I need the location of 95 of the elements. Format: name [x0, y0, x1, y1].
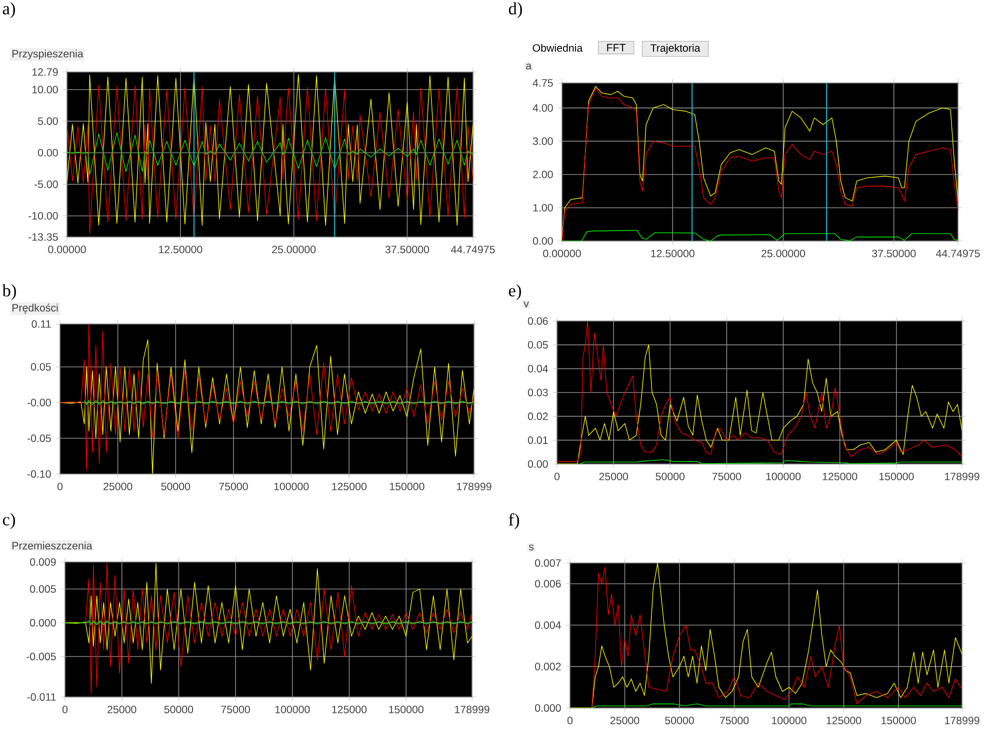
y-tick-label: -5.00: [34, 180, 58, 188]
y-tick-label: 4.00: [532, 104, 553, 112]
y-tick-label: 0.00: [38, 148, 58, 157]
chart-title: e): [508, 284, 521, 300]
y-tick-label: -0.10: [27, 470, 51, 478]
text: FFT: [607, 44, 626, 52]
y-tick-label: 0.00: [528, 460, 548, 468]
y-tick-label: 0.02: [528, 412, 548, 420]
y-tick-label: 2.00: [533, 170, 553, 178]
x-tick-label: 75000: [221, 706, 250, 714]
chart-title: a): [2, 2, 15, 18]
y-tick-label: 3.00: [532, 137, 553, 145]
y-axis-title: a: [526, 64, 532, 70]
y-tick-label: 0.002: [535, 662, 561, 670]
x-tick-label: 178999: [455, 706, 490, 714]
x-tick-label: 12.50000: [158, 246, 202, 254]
x-tick-label: 0.00000: [543, 250, 581, 258]
y-tick-label: 0.000: [535, 704, 561, 712]
x-tick-label: 25000: [610, 716, 640, 724]
x-tick-label: 75000: [712, 472, 742, 480]
x-tick-label: 150000: [390, 482, 424, 490]
y-tick-label: -0.005: [26, 652, 56, 660]
x-tick-label: 25.00000: [272, 246, 316, 254]
x-tick-label: 50000: [161, 482, 190, 490]
x-tick-label: 150000: [879, 472, 914, 480]
y-tick-label: 0.01: [528, 436, 548, 444]
x-tick-label: 44.74975: [451, 246, 495, 254]
x-tick-label: 25000: [104, 482, 132, 490]
y-tick-label: 0.05: [528, 341, 548, 349]
y-tick-label: 12.79: [32, 68, 58, 76]
y-axis-title: Przyspieszenia: [12, 50, 84, 60]
y-tick-label: 0.006: [535, 580, 561, 588]
x-tick-label: 25.00000: [762, 250, 806, 258]
x-tick-label: 150000: [389, 706, 424, 714]
x-tick-label: 75000: [720, 716, 749, 724]
line-series: [562, 230, 958, 241]
chart-title: c): [2, 513, 15, 529]
y-tick-label: 0.007: [535, 559, 561, 567]
x-tick-label: 50000: [164, 706, 194, 714]
y-tick-label: -0.00: [27, 398, 51, 406]
x-tick-label: 0.00000: [48, 246, 86, 254]
x-tick-label: 0: [62, 706, 68, 714]
y-tick-label: 0.004: [535, 621, 561, 629]
x-tick-label: 125000: [332, 482, 366, 490]
x-tick-label: 178999: [945, 716, 980, 724]
y-tick-label: -13.35: [28, 233, 58, 241]
x-tick-label: 150000: [882, 716, 916, 724]
x-tick-label: 0: [57, 482, 63, 490]
text: Trajektoria: [650, 44, 700, 54]
x-tick-label: 125000: [822, 472, 858, 480]
x-tick-label: 100000: [274, 482, 309, 490]
chart-title: f): [508, 513, 520, 530]
y-tick-label: 0.06: [528, 317, 548, 325]
y-tick-label: 10.00: [32, 86, 58, 94]
x-tick-label: 75000: [219, 482, 248, 490]
text: Obwiednia: [532, 44, 583, 52]
y-tick-label: 0.009: [30, 558, 56, 566]
line-series: [67, 132, 474, 176]
y-tick-label: -0.05: [27, 434, 51, 442]
x-tick-label: 12.50000: [651, 250, 694, 258]
x-tick-label: 0: [554, 472, 560, 480]
x-tick-label: 25000: [599, 472, 628, 480]
x-tick-label: 178999: [457, 482, 492, 490]
x-tick-label: 50000: [656, 472, 685, 480]
x-tick-label: 0: [567, 716, 573, 724]
y-tick-label: 0.000: [30, 618, 56, 627]
line-series: [557, 344, 962, 464]
y-tick-label: 0.04: [528, 364, 548, 372]
x-tick-label: 100000: [275, 706, 310, 714]
x-tick-label: 37.50000: [385, 246, 430, 254]
x-tick-label: 125000: [826, 716, 862, 724]
x-tick-label: 178999: [945, 472, 980, 480]
x-tick-label: 25000: [108, 706, 136, 714]
y-axis-title: s: [528, 544, 534, 550]
y-tick-label: 0.03: [528, 388, 548, 396]
y-tick-label: -0.011: [27, 693, 56, 701]
x-tick-label: 100000: [772, 716, 806, 724]
y-tick-label: 0.00: [532, 237, 553, 245]
y-tick-label: 0.005: [30, 585, 56, 593]
y-axis-title: v: [524, 302, 529, 308]
chart-title: d): [508, 2, 522, 18]
y-tick-label: -10.00: [28, 212, 58, 220]
x-tick-label: 125000: [332, 706, 367, 714]
y-tick-label: 0.11: [32, 320, 51, 328]
x-tick-label: 44.74975: [936, 250, 980, 258]
y-tick-label: 5.00: [38, 117, 58, 125]
y-axis-title: Prędkości: [12, 304, 58, 314]
x-tick-label: 37.50000: [872, 250, 916, 258]
y-tick-label: 4.75: [532, 79, 553, 87]
y-tick-label: 0.05: [30, 363, 51, 371]
x-tick-label: 100000: [766, 472, 801, 480]
chart-title: b): [2, 284, 16, 300]
y-axis-title: Przemieszczenia: [12, 542, 92, 550]
y-tick-label: 1.00: [533, 204, 553, 212]
x-tick-label: 50000: [665, 716, 694, 724]
